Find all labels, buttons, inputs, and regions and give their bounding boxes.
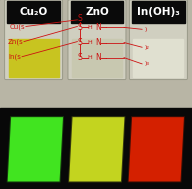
Text: S: S bbox=[77, 38, 82, 47]
Text: H: H bbox=[88, 55, 93, 60]
Text: In(OH)₃: In(OH)₃ bbox=[137, 7, 180, 17]
Bar bbox=[71, 1, 123, 23]
Text: H: H bbox=[88, 40, 93, 45]
Polygon shape bbox=[129, 117, 184, 181]
Bar bbox=[0, 0, 192, 108]
Polygon shape bbox=[7, 116, 64, 182]
FancyBboxPatch shape bbox=[129, 0, 187, 80]
Text: Cu(s: Cu(s bbox=[9, 23, 25, 30]
FancyBboxPatch shape bbox=[68, 0, 126, 80]
Bar bbox=[9, 39, 59, 77]
Text: ZnO: ZnO bbox=[85, 7, 109, 17]
Bar bbox=[133, 39, 183, 77]
Text: )₃: )₃ bbox=[145, 61, 150, 66]
Text: ): ) bbox=[145, 27, 147, 32]
Polygon shape bbox=[68, 116, 125, 182]
Text: H: H bbox=[88, 25, 93, 30]
Text: S: S bbox=[77, 53, 82, 62]
Text: S: S bbox=[77, 23, 82, 32]
Bar bbox=[0, 108, 192, 189]
Text: )₂: )₂ bbox=[145, 45, 150, 50]
FancyBboxPatch shape bbox=[5, 0, 63, 80]
Text: S: S bbox=[77, 14, 82, 23]
Polygon shape bbox=[69, 117, 124, 181]
Text: Cu₂O: Cu₂O bbox=[19, 7, 48, 17]
Text: Zn(s: Zn(s bbox=[7, 38, 23, 45]
Bar bbox=[7, 1, 60, 23]
Text: N: N bbox=[95, 53, 101, 62]
Text: N: N bbox=[95, 38, 101, 47]
Text: N: N bbox=[95, 23, 101, 32]
Bar bbox=[72, 39, 122, 77]
Polygon shape bbox=[128, 116, 185, 182]
Polygon shape bbox=[8, 117, 63, 181]
Bar bbox=[132, 1, 185, 23]
Text: In(s: In(s bbox=[8, 53, 21, 60]
